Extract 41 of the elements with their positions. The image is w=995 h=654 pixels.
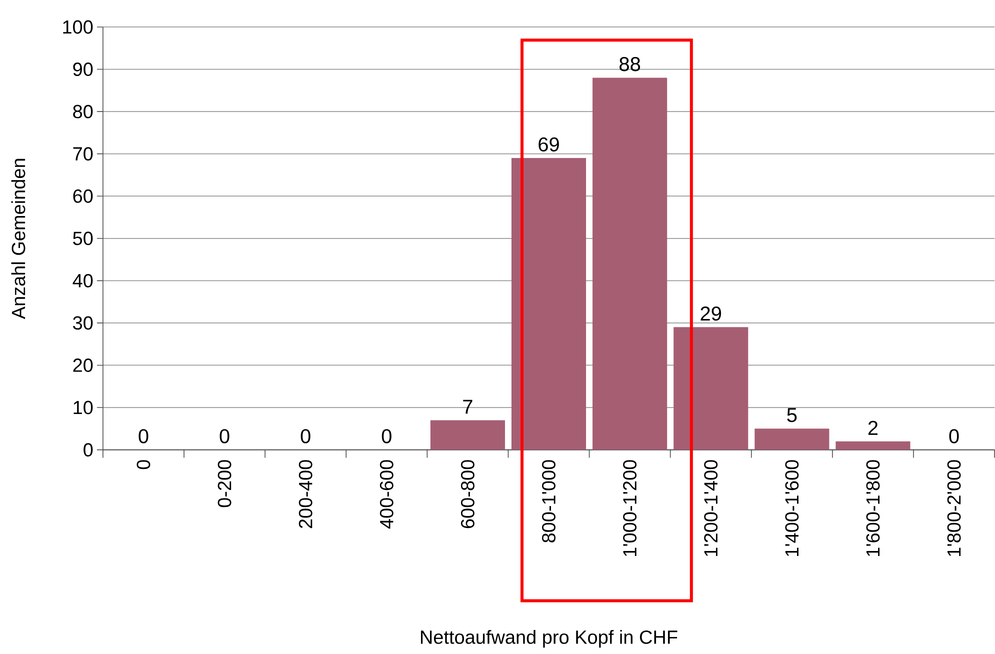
y-tick-label: 30 <box>73 316 93 330</box>
x-tick-label: 1'200-1'400 <box>704 460 718 556</box>
data-label: 0 <box>138 429 148 444</box>
bar <box>511 158 586 450</box>
data-label: 0 <box>949 429 959 444</box>
x-tick-label: 1'800-2'000 <box>947 460 961 556</box>
y-tick-label: 50 <box>73 232 93 246</box>
bar <box>674 327 748 450</box>
y-axis-title: Anzahl Gemeinden <box>11 159 26 320</box>
y-tick-label: 40 <box>72 274 93 288</box>
data-label: 0 <box>220 429 230 444</box>
x-tick-label: 1'000-1'200 <box>623 460 637 556</box>
y-tick-label: 0 <box>84 443 93 457</box>
x-tick-label: 600-800 <box>460 460 474 528</box>
data-label: 88 <box>620 57 640 72</box>
x-tick-label: 1'400-1'600 <box>785 460 799 556</box>
x-tick-label: 0-200 <box>218 460 232 508</box>
bar <box>430 420 505 450</box>
x-tick-label: 400-600 <box>380 460 394 529</box>
y-tick-label: 20 <box>73 358 93 372</box>
y-tick-label: 100 <box>63 20 93 34</box>
y-tick-label: 70 <box>73 147 93 161</box>
data-label: 2 <box>868 421 878 435</box>
data-label: 0 <box>382 429 392 444</box>
y-tick-label: 80 <box>73 104 93 118</box>
y-tick-label: 10 <box>74 400 93 414</box>
bar <box>592 78 668 450</box>
data-label: 29 <box>700 306 722 321</box>
data-label: 5 <box>787 408 797 422</box>
x-tick-label: 0 <box>136 460 150 470</box>
y-tick-label: 90 <box>73 62 93 76</box>
data-label: 7 <box>463 400 472 414</box>
x-tick-label: 800-1'000 <box>542 460 556 543</box>
data-label: 69 <box>538 138 559 152</box>
bar <box>836 441 910 450</box>
x-axis-title: Nettoaufwand pro Kopf in CHF <box>420 630 678 648</box>
x-tick-label: 1'600-1'800 <box>866 460 880 556</box>
y-tick-label: 60 <box>73 190 93 203</box>
x-tick-label: 200-400 <box>298 460 312 528</box>
bar <box>754 428 830 450</box>
data-label: 0 <box>300 429 310 444</box>
